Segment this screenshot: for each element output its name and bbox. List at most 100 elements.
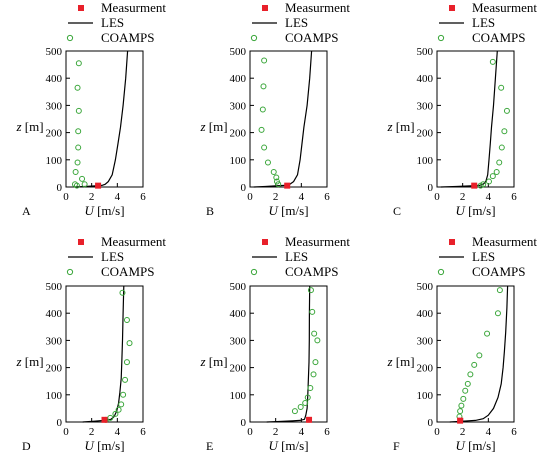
coamps-point [471,361,478,368]
legend-coamps-marker [66,268,74,276]
y-tick-label: 100 [417,155,434,167]
plot-frame [249,50,328,188]
legend-les-label: LES [101,15,124,30]
y-tick-label: 200 [417,128,434,140]
les-profile-line [266,285,311,423]
x-tick-label: 2 [460,426,466,438]
legend-measurement-marker [78,5,84,11]
legend-measurement-label: Measurment [101,234,166,249]
coamps-point [485,178,492,185]
y-tick-label: 0 [57,182,63,194]
coamps-point [261,144,268,151]
measurement-point [284,182,291,189]
y-tick-label: 400 [46,308,63,320]
coamps-point [122,376,129,383]
coamps-point [74,159,81,166]
coamps-point [462,387,469,394]
x-axis-variable: U [455,203,466,218]
x-tick-label: 0 [63,426,69,438]
coamps-point [484,330,491,337]
x-tick-label: 4 [299,426,305,438]
plot-frame [436,285,515,423]
x-axis-unit: [m/s] [94,438,125,453]
coamps-point [270,169,277,176]
legend-measurement-marker [449,5,455,11]
plot-frame [249,285,328,423]
x-tick-label: 6 [511,426,517,438]
y-axis-label: z [m] [386,354,414,369]
legend-les-label: LES [472,249,495,264]
y-tick-label: 400 [230,73,247,85]
x-tick-label: 4 [115,191,121,203]
x-axis-unit: [m/s] [278,203,309,218]
x-tick-label: 0 [434,191,440,203]
coamps-point [498,84,505,91]
legend-coamps-label: COAMPS [472,30,525,45]
coamps-point [467,371,474,378]
y-tick-label: 300 [46,335,63,347]
y-tick-label: 200 [46,363,63,375]
y-axis-label: z [m] [199,354,227,369]
x-tick-label: 0 [63,191,69,203]
y-tick-label: 400 [417,308,434,320]
panel-label: C [393,204,401,218]
coamps-point [496,159,503,166]
y-axis-label: z [m] [15,119,43,134]
coamps-point [494,310,501,317]
x-axis-label: U [m/s] [84,203,124,218]
legend-measurement-label: Measurment [472,234,537,249]
coamps-point [503,107,510,114]
coamps-point [79,175,86,182]
coamps-point [458,402,465,409]
y-tick-label: 300 [230,100,247,112]
y-axis-unit: [m] [206,119,228,134]
y-axis-unit: [m] [22,354,44,369]
y-tick-label: 200 [46,128,63,140]
legend-coamps-marker [66,34,74,42]
x-tick-label: 4 [299,191,305,203]
measurement-point [471,182,478,189]
legend-coamps-label: COAMPS [101,30,154,45]
legend-measurement-marker [262,239,268,245]
legend-les-label: LES [285,15,308,30]
y-axis-variable: z [15,354,21,369]
y-tick-label: 500 [230,281,247,293]
legend-measurement-label: Measurment [285,234,350,249]
y-tick-label: 100 [46,155,63,167]
x-tick-label: 2 [460,191,466,203]
coamps-point [264,159,271,166]
coamps-point [75,107,82,114]
y-axis-label: z [m] [199,119,227,134]
les-profile-line [440,50,498,188]
coamps-point [498,144,505,151]
x-axis-variable: U [455,438,466,453]
x-axis-unit: [m/s] [94,203,125,218]
legend-measurement-marker [78,239,84,245]
x-tick-label: 6 [324,426,330,438]
y-tick-label: 500 [46,281,63,293]
legend-measurement-marker [449,239,455,245]
coamps-point [74,84,81,91]
coamps-point [112,410,119,417]
coamps-point [476,352,483,359]
legend-les-label: LES [285,249,308,264]
y-axis-unit: [m] [393,354,415,369]
y-axis-variable: z [386,119,392,134]
panel-label: B [206,204,214,218]
y-tick-label: 300 [417,100,434,112]
y-axis-label: z [m] [15,354,43,369]
x-axis-unit: [m/s] [465,438,496,453]
x-tick-label: 4 [486,191,492,203]
x-axis-label: U [m/s] [455,203,495,218]
coamps-point [501,128,508,135]
coamps-point [309,308,316,315]
coamps-point [312,359,319,366]
coamps-point [496,287,503,294]
y-tick-label: 0 [428,182,434,194]
coamps-point [311,330,318,337]
